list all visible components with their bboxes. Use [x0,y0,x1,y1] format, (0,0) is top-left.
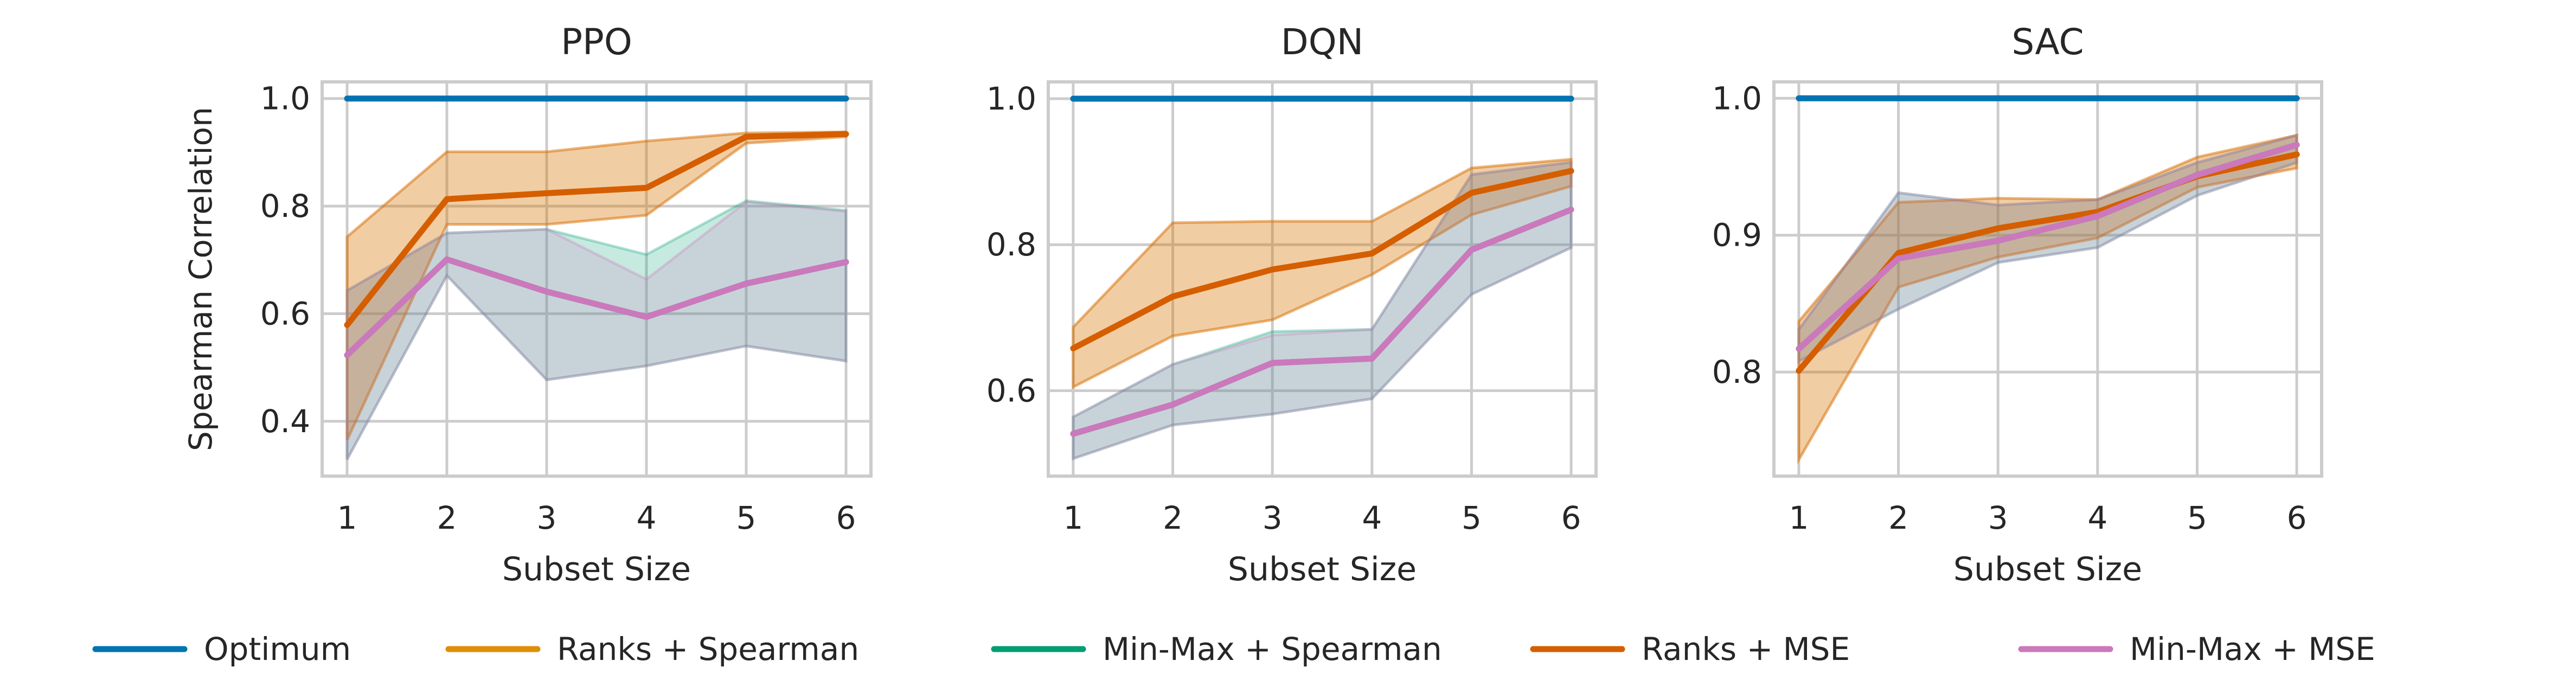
x-tick-label: 2 [1163,499,1183,536]
legend-label: Ranks + MSE [1642,631,1850,668]
legend-item: Min-Max + MSE [2018,631,2375,668]
x-tick-label: 1 [1789,499,1809,536]
panels: 1 2 3 4 5 6 0.4 0.6 0.8 1.0 PPO Subset Size Spearman… [182,21,2323,588]
series-line-ranks-mse [1070,168,1574,351]
y-tick-label: 0.6 [260,295,310,332]
y-axis-label: Spearman Correlation [182,107,219,451]
confidence-band-ranks-spearman [1072,157,1573,389]
axes-frame [1047,80,1598,478]
confidence-band-min-max-mse [1797,133,2298,364]
x-axis-label: Subset Size [1953,550,2142,588]
panel-title: PPO [561,21,632,63]
x-tick-label: 4 [2087,499,2107,536]
panel-sac: 1 2 3 4 5 6 0.8 0.9 1.0 SAC Subset Size [1712,21,2323,588]
panel-title: SAC [2011,21,2084,63]
legend-item: Ranks + MSE [1530,631,1850,668]
legend-item: Optimum [92,631,351,668]
confidence-band-min-max-spearman [1797,133,2298,364]
x-tick-label: 5 [1462,499,1482,536]
confidence-band-min-max-spearman [1072,161,1573,461]
x-tick-label: 4 [637,499,657,536]
x-tick-label: 1 [1063,499,1083,536]
y-tick-label: 1.0 [1712,80,1762,117]
x-tick-label: 6 [1561,499,1581,536]
legend-item: Min-Max + Spearman [991,631,1442,668]
panel-title: DQN [1281,21,1363,63]
series-line-ranks-mse [344,131,849,328]
y-tick-label: 0.6 [986,372,1036,409]
x-axis-label: Subset Size [502,550,691,588]
confidence-band-ranks-mse [1072,157,1573,389]
x-tick-label: 5 [736,499,757,536]
y-tick-label: 0.8 [986,226,1036,263]
y-tick-label: 0.9 [1712,217,1762,254]
panel-dqn: 1 2 3 4 5 6 0.6 0.8 1.0 DQN Subset Size [986,21,1598,588]
axes-frame [321,80,873,478]
legend-label: Min-Max + Spearman [1103,631,1442,668]
x-tick-label: 3 [1988,499,2008,536]
legend-item: Ranks + Spearman [445,631,859,668]
y-tick-label: 0.8 [1712,354,1762,390]
x-tick-label: 6 [836,499,856,536]
x-axis-label: Subset Size [1228,550,1417,588]
legend-label: Ranks + Spearman [557,631,859,668]
y-tick-label: 0.4 [260,403,310,440]
series-line-min-max-mse [344,256,849,358]
x-tick-label: 2 [437,499,457,536]
legend-label: Optimum [204,631,351,668]
confidence-band-ranks-spearman [1797,133,2298,465]
legend-label: Min-Max + MSE [2130,631,2375,668]
confidence-band-ranks-mse [1797,133,2298,465]
series-line-min-max-mse [1070,207,1574,437]
x-tick-label: 6 [2287,499,2307,536]
x-tick-label: 5 [2187,499,2207,536]
y-tick-label: 1.0 [260,80,310,117]
confidence-band-min-max-mse [1072,161,1573,461]
legend: Optimum Ranks + Spearman Min-Max + Spearma… [92,631,2375,668]
y-tick-label: 1.0 [986,80,1036,117]
x-tick-label: 2 [1888,499,1908,536]
x-tick-label: 1 [337,499,357,536]
series-line-min-max-mse [1796,142,2300,352]
x-tick-label: 3 [537,499,557,536]
panel-ppo: 1 2 3 4 5 6 0.4 0.6 0.8 1.0 PPO Subset Size Spearman… [182,21,873,588]
x-tick-label: 3 [1263,499,1283,536]
y-tick-label: 0.8 [260,188,310,224]
x-tick-label: 4 [1362,499,1382,536]
axes-frame [1772,80,2323,478]
